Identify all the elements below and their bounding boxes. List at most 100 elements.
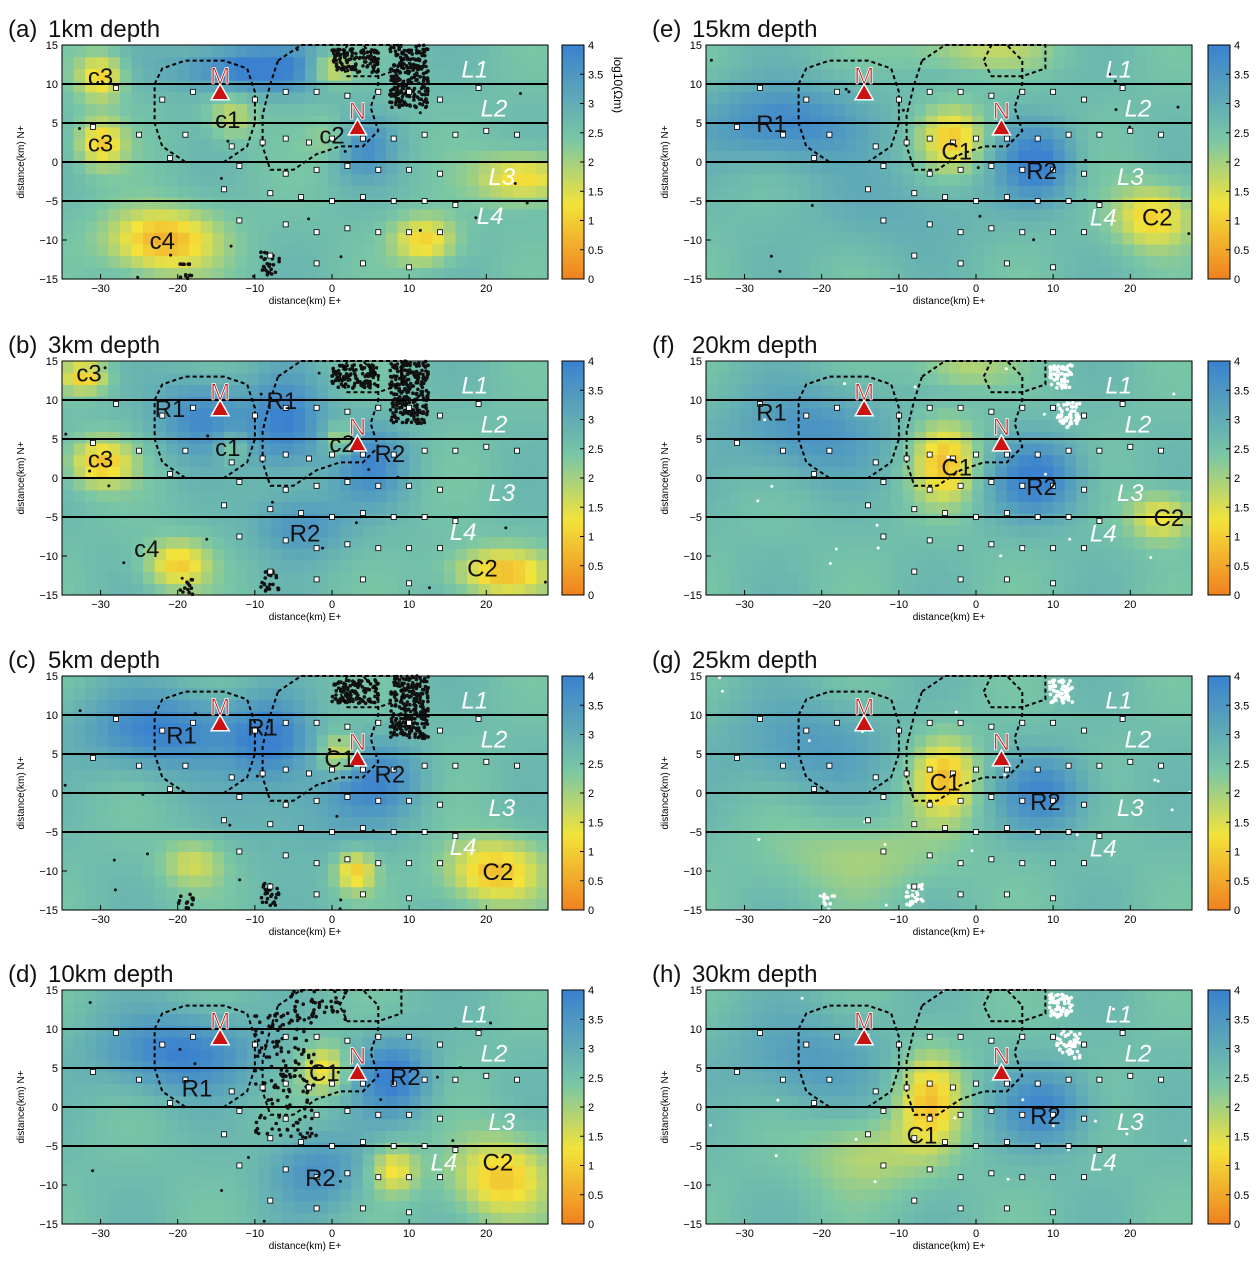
heatmap-cell bbox=[305, 828, 317, 840]
heatmap-cell bbox=[293, 68, 305, 80]
heatmap-cell bbox=[293, 431, 305, 443]
heatmap-cell bbox=[282, 781, 294, 793]
heatmap-cell bbox=[525, 723, 537, 735]
heatmap-cell bbox=[224, 746, 236, 758]
heatmap-cell bbox=[166, 840, 178, 852]
colorbar-segment bbox=[562, 365, 584, 369]
heatmap-cell bbox=[536, 80, 548, 92]
profile-line-label: L1 bbox=[461, 372, 488, 399]
heatmap-cell bbox=[293, 840, 305, 852]
heatmap-cell bbox=[143, 513, 155, 525]
heatmap-cell bbox=[536, 162, 548, 174]
heatmap-cell bbox=[131, 373, 143, 385]
heatmap-cell bbox=[97, 1201, 109, 1213]
heatmap-cell bbox=[351, 583, 363, 595]
heatmap-cell bbox=[97, 770, 109, 782]
heatmap-cell bbox=[374, 1189, 386, 1201]
heatmap-cell bbox=[131, 478, 143, 490]
earthquake-point bbox=[421, 703, 425, 707]
heatmap-cell bbox=[201, 863, 213, 875]
heatmap-cell bbox=[282, 104, 294, 116]
earthquake-point bbox=[417, 57, 421, 61]
heatmap-cell bbox=[525, 396, 537, 408]
colorbar-segment bbox=[562, 170, 584, 174]
heatmap-cell bbox=[247, 758, 259, 770]
heatmap-cell bbox=[120, 863, 132, 875]
heatmap-cell bbox=[455, 863, 467, 875]
heatmap-cell bbox=[328, 408, 340, 420]
heatmap-cell bbox=[340, 1095, 352, 1107]
heatmap-cell bbox=[108, 1049, 120, 1061]
heatmap-cell bbox=[513, 115, 525, 127]
x-axis-label: distance(km) E+ bbox=[269, 296, 342, 307]
earthquake-point bbox=[365, 65, 369, 69]
heatmap-cell bbox=[212, 174, 224, 186]
heatmap-cell bbox=[305, 431, 317, 443]
heatmap-cell bbox=[305, 466, 317, 478]
heatmap-cell bbox=[525, 408, 537, 420]
heatmap-cell bbox=[398, 560, 410, 572]
colorbar-segment bbox=[562, 466, 584, 470]
colorbar-segment bbox=[562, 221, 584, 225]
heatmap-cell bbox=[74, 1107, 86, 1119]
y-tick-label: −15 bbox=[39, 590, 58, 602]
heatmap-cell bbox=[467, 770, 479, 782]
heatmap-cell bbox=[62, 1025, 74, 1037]
earthquake-point bbox=[395, 728, 399, 732]
station-marker bbox=[314, 798, 319, 803]
heatmap-cell bbox=[305, 150, 317, 162]
heatmap-cell bbox=[398, 1049, 410, 1061]
heatmap-cell bbox=[155, 1142, 167, 1154]
heatmap-cell bbox=[536, 267, 548, 279]
earthquake-point bbox=[262, 258, 266, 262]
heatmap-cell bbox=[201, 793, 213, 805]
heatmap-cell bbox=[502, 244, 514, 256]
profile-line-label: L3 bbox=[488, 164, 515, 191]
heatmap-cell bbox=[247, 1177, 259, 1189]
heatmap-cell bbox=[131, 1037, 143, 1049]
heatmap-cell bbox=[363, 174, 375, 186]
earthquake-point bbox=[426, 93, 430, 97]
heatmap-cell bbox=[178, 548, 190, 560]
station-marker bbox=[453, 763, 458, 768]
heatmap-cell bbox=[409, 466, 421, 478]
heatmap-cell bbox=[212, 840, 224, 852]
heatmap-cell bbox=[525, 688, 537, 700]
heatmap-cell bbox=[143, 1154, 155, 1166]
heatmap-cell bbox=[305, 104, 317, 116]
heatmap-cell bbox=[62, 548, 74, 560]
heatmap-cell bbox=[236, 676, 248, 688]
heatmap-cell bbox=[305, 781, 317, 793]
heatmap-cell bbox=[178, 1119, 190, 1131]
heatmap-cell bbox=[340, 396, 352, 408]
colorbar-segment bbox=[562, 96, 584, 100]
colorbar-segment bbox=[562, 813, 584, 817]
heatmap-cell bbox=[305, 875, 317, 887]
heatmap-cell bbox=[143, 174, 155, 186]
earthquake-point bbox=[393, 731, 397, 735]
earthquake-point bbox=[414, 64, 418, 68]
heatmap-cell bbox=[189, 1166, 201, 1178]
heatmap-cell bbox=[398, 115, 410, 127]
earthquake-point bbox=[397, 724, 401, 728]
colorbar-segment bbox=[562, 758, 584, 762]
heatmap-cell bbox=[525, 115, 537, 127]
heatmap-cell bbox=[374, 1201, 386, 1213]
heatmap-cell bbox=[490, 443, 502, 455]
station-marker bbox=[330, 199, 335, 204]
heatmap-cell bbox=[293, 466, 305, 478]
heatmap-cell bbox=[247, 513, 259, 525]
heatmap-cell bbox=[444, 466, 456, 478]
heatmap-cell bbox=[525, 770, 537, 782]
heatmap-cell bbox=[270, 174, 282, 186]
heatmap-cell bbox=[189, 162, 201, 174]
heatmap-cell bbox=[62, 990, 74, 1002]
station-marker bbox=[222, 187, 227, 192]
heatmap-cell bbox=[386, 244, 398, 256]
heatmap-cell bbox=[62, 256, 74, 268]
heatmap-cell bbox=[386, 256, 398, 268]
heatmap-cell bbox=[490, 676, 502, 688]
station-marker bbox=[345, 794, 350, 799]
heatmap-cell bbox=[212, 232, 224, 244]
